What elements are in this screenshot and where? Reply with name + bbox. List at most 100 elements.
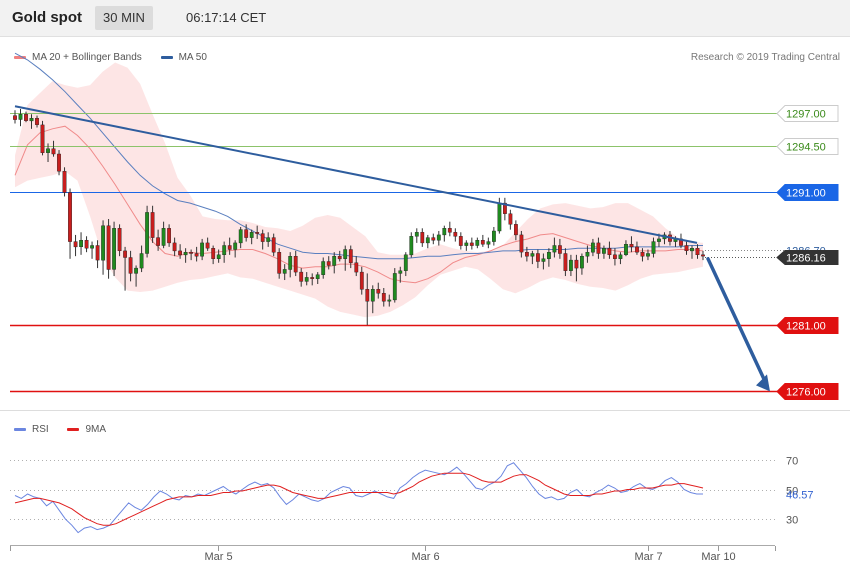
candle-body: [293, 256, 298, 273]
candle-body: [618, 254, 623, 260]
ma20-line: [14, 125, 704, 284]
candle-body: [332, 256, 337, 266]
legend-label-bollinger: MA 20 + Bollinger Bands: [32, 52, 142, 63]
candle-body: [95, 245, 100, 261]
legend-item-rsi: RSI: [14, 424, 49, 435]
candle-body: [635, 246, 639, 253]
candle-body: [167, 228, 171, 244]
legend-label-ma50: MA 50: [178, 52, 207, 63]
level-tag-4: [776, 383, 839, 400]
candle-body: [602, 247, 606, 254]
candle-body: [249, 232, 254, 238]
rsi-last-value: 46.57: [786, 490, 814, 502]
candle-body: [574, 259, 579, 269]
level-tag-1: [776, 138, 839, 155]
legend-label-9ma: 9MA: [85, 424, 107, 435]
candle-body: [134, 267, 138, 274]
candle-body: [51, 148, 56, 155]
candle-body: [150, 212, 155, 238]
watermark: Research © 2019 Trading Central: [690, 52, 840, 63]
candle-body: [640, 251, 645, 257]
candle-body: [40, 124, 45, 154]
candle-body: [73, 241, 78, 248]
rsi-9ma-line: [14, 472, 704, 526]
legend-item-ma50: MA 50: [160, 52, 207, 63]
candle-body: [211, 247, 216, 259]
candle-body: [381, 293, 386, 302]
legend-swatch-ma50: [160, 55, 173, 59]
candle-body: [503, 202, 507, 214]
candle-body: [596, 242, 601, 254]
rsi-legend: RSI 9MA: [14, 424, 122, 435]
level-label-2: 1291.00: [786, 188, 826, 200]
candle-body: [464, 242, 469, 246]
candle-body: [348, 249, 353, 264]
candle-body: [453, 232, 458, 237]
legend-swatch-bollinger: [14, 55, 26, 59]
candle-body: [442, 228, 447, 236]
candle-body: [101, 225, 106, 261]
candle-body: [260, 233, 265, 242]
rsi-tick-label-2: 70: [786, 456, 798, 468]
candle-body: [365, 289, 370, 302]
candle-body: [233, 242, 238, 250]
candle-body: [266, 237, 271, 242]
candle-body: [370, 289, 375, 302]
rsi-line: [14, 462, 703, 534]
candle-body: [183, 251, 188, 256]
level-tag-2: [776, 184, 839, 201]
candle-body: [189, 251, 193, 254]
legend-swatch-rsi: [14, 427, 26, 431]
candle-body: [519, 234, 524, 253]
candle-body: [701, 254, 705, 257]
candle-body: [337, 256, 342, 260]
candle-body: [486, 241, 491, 245]
x-tick-label-3: Mar 10: [701, 551, 735, 563]
candle-body: [62, 171, 67, 193]
interval-selector[interactable]: 30 MIN: [95, 6, 153, 30]
candle-body: [106, 225, 111, 270]
candle-body: [508, 213, 513, 225]
candle-body: [359, 271, 364, 290]
candle-body: [591, 242, 595, 253]
candle-body: [255, 232, 260, 234]
x-tick-label-0: Mar 5: [204, 551, 232, 563]
candle-body: [29, 117, 34, 122]
candle-body: [525, 251, 529, 257]
level-tag-0: [776, 105, 839, 122]
candle-body: [156, 237, 160, 246]
candle-body: [244, 229, 249, 238]
candle-body: [458, 236, 463, 246]
candle-body: [194, 253, 199, 257]
ma50-line: [14, 52, 703, 260]
candle-body: [13, 115, 17, 120]
candle-body: [299, 271, 304, 282]
candle-body: [431, 237, 436, 241]
candle-body: [398, 270, 403, 274]
level-label-0: 1297.00: [786, 109, 826, 121]
candle-body: [480, 239, 485, 245]
candle-body: [326, 261, 331, 266]
candle-body: [541, 258, 546, 262]
rsi-tick-label-1: 50: [786, 486, 798, 498]
candle-body: [112, 228, 117, 270]
last-price-label: 1286.16: [786, 253, 826, 265]
candle-body: [690, 247, 694, 252]
legend-label-rsi: RSI: [32, 424, 49, 435]
candle-body: [607, 247, 612, 255]
candle-body: [68, 192, 72, 242]
candle-body: [310, 277, 315, 279]
candle-body: [315, 274, 320, 279]
candle-body: [139, 253, 144, 269]
candle-body: [657, 238, 661, 242]
candle-body: [24, 113, 28, 121]
candle-body: [514, 224, 518, 236]
candle-body: [205, 242, 210, 249]
main-legend: MA 20 + Bollinger Bands MA 50: [14, 52, 223, 63]
level-tag-3: [776, 317, 839, 334]
forecast-arrow-shaft: [706, 257, 768, 386]
candle-body: [684, 245, 689, 252]
candle-body: [46, 148, 50, 153]
candle-body: [447, 228, 452, 233]
